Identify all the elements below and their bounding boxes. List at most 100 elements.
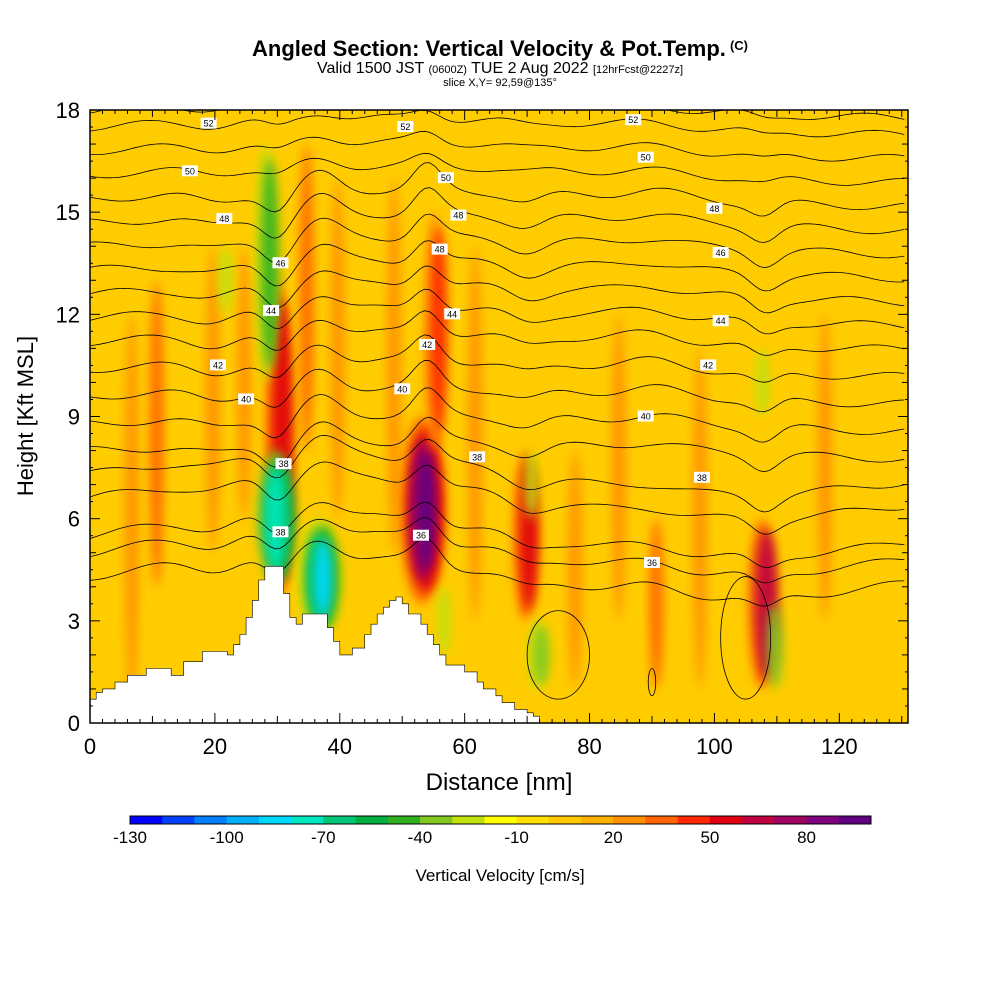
isentrope-label-text: 50 (185, 166, 195, 176)
isentrope-label-bg (272, 526, 289, 538)
updraft-0-core-0 (124, 314, 139, 706)
isentrope-label-3: 38 (469, 451, 486, 463)
isentrope-label-13: 44 (444, 308, 461, 320)
isentrope-label-bg (469, 451, 486, 463)
x-tick-label: 0 (84, 734, 96, 759)
updraft-2 (205, 246, 220, 553)
downdraft-8-core-0 (755, 348, 770, 417)
colorbar-title: Vertical Velocity [cm/s] (415, 866, 584, 885)
isentrope-label-bg (272, 257, 289, 269)
y-tick-label: 6 (68, 507, 80, 532)
y-tick-label: 3 (68, 609, 80, 634)
isentrope-label-bg (238, 393, 255, 405)
x-tick-label: 80 (577, 734, 601, 759)
isentrope-34 (90, 537, 905, 607)
colorbar-swatch (355, 816, 389, 824)
isentrope-label-text: 40 (397, 384, 407, 394)
isentrope-label-9: 42 (210, 359, 227, 371)
isentrope-38 (90, 434, 905, 513)
isentrope-label-text: 38 (472, 452, 482, 462)
isentrope-label-bg (210, 359, 227, 371)
isentrope-label-bg (431, 243, 448, 255)
isentrope-label-text: 46 (716, 248, 726, 258)
updraft-3 (237, 246, 252, 519)
isentrope-43 (90, 310, 905, 356)
isentrope-label-bg (643, 556, 660, 568)
colorbar-swatch (194, 816, 227, 824)
downdraft-5 (528, 620, 550, 689)
closed-contour-1 (647, 668, 657, 697)
downdraft-2 (256, 450, 295, 587)
colorbar-swatch (838, 816, 872, 824)
downdraft-0 (218, 246, 233, 315)
isentrope-label-bg (397, 121, 414, 133)
isentrope-label-bg (263, 304, 280, 316)
isentrope-label-bg (216, 212, 233, 224)
isentrope-label-text: 48 (435, 245, 445, 255)
x-tick-label: 40 (328, 734, 352, 759)
isentrope-label-5: 38 (272, 526, 289, 538)
updraft-7-core-0 (386, 178, 401, 553)
colorbar-swatch (677, 816, 711, 824)
updraft-0 (124, 314, 139, 706)
updraft-13 (611, 314, 626, 621)
isentrope-39 (90, 416, 905, 473)
isentrope-labels: 36 36 38 38 38 38 40 40 40 42 42 42 44 44 44 46 46 48 48 48… (181, 114, 729, 568)
isentrope-label-bg (412, 529, 429, 541)
isentrope-37 (90, 461, 905, 535)
updraft-1-core-0 (149, 280, 164, 587)
isentrope-42 (90, 334, 905, 383)
isentrope-label-bg (419, 338, 436, 350)
isentrope-label-10: 42 (419, 338, 436, 350)
isentrope-51 (90, 130, 905, 162)
updraft-17-core-0 (817, 314, 832, 621)
slice-info: slice X,Y= 92,59@135° (443, 77, 557, 89)
isentrope-41 (90, 359, 905, 413)
isentrope-35 (90, 516, 905, 584)
x-axis-title: Distance [nm] (426, 769, 573, 796)
isentrope-label-14: 44 (712, 315, 729, 327)
isentrope-46 (90, 240, 905, 292)
isentrope-label-text: 50 (441, 173, 451, 183)
isentrope-label-bg (706, 202, 723, 214)
isentrope-44 (90, 288, 905, 335)
y-tick-label: 0 (68, 711, 80, 736)
downdraft-7-core-0 (766, 603, 784, 689)
y-axis-title: Height [Kft MSL] (13, 336, 38, 496)
isentrope-label-bg (450, 209, 467, 221)
colorbar-swatch (742, 816, 775, 824)
valid-utc: (0600Z) (428, 64, 467, 76)
downdraft-4-core-0 (436, 586, 451, 655)
isentrope-label-text: 48 (219, 214, 229, 224)
x-tick-label: 60 (452, 734, 476, 759)
updraft-15 (692, 348, 707, 689)
isentrope-label-text: 52 (400, 122, 410, 132)
colorbar-swatch (613, 816, 646, 824)
isentrope-47 (90, 213, 905, 269)
isentrope-label-4: 38 (693, 471, 710, 483)
colorbar-swatch (645, 816, 678, 824)
updraft-5-core-0 (299, 144, 314, 451)
isentrope-label-24: 52 (200, 117, 217, 129)
isentrope-36 (90, 501, 905, 568)
downdraft-3 (298, 518, 341, 638)
colorbar-tick-label: -100 (210, 828, 244, 847)
colorbar-tick-label: -10 (504, 828, 529, 847)
updraft-15-core-0 (692, 348, 707, 689)
isentrope-label-bg (637, 410, 654, 422)
isentrope-label-text: 36 (647, 558, 657, 568)
isentrope-label-22: 50 (437, 172, 454, 184)
isentrope-label-11: 42 (700, 359, 717, 371)
updraft-14 (649, 518, 664, 689)
colorbar-swatch (419, 816, 453, 824)
closed-contour-0 (526, 610, 590, 700)
plot-area: 36 36 38 38 38 38 40 40 40 42 42 42 44 44 44 46 46 48 48 48… (89, 109, 909, 724)
isentrope-contours (90, 110, 905, 700)
updraft-13-core-0 (611, 314, 626, 621)
isentrope-label-text: 48 (709, 204, 719, 214)
isentrope-45 (90, 265, 905, 314)
colorbar-tick-label: 80 (797, 828, 816, 847)
colorbar-swatch (323, 816, 356, 824)
isentrope-label-bg (394, 383, 411, 395)
colorbar-swatch (130, 816, 163, 824)
